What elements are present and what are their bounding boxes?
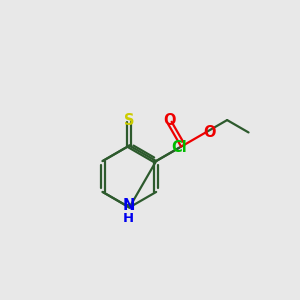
Text: Cl: Cl: [172, 140, 188, 155]
Text: H: H: [123, 212, 134, 225]
Text: O: O: [164, 113, 176, 128]
Text: O: O: [203, 125, 215, 140]
Text: N: N: [123, 198, 135, 213]
Text: S: S: [124, 112, 135, 128]
